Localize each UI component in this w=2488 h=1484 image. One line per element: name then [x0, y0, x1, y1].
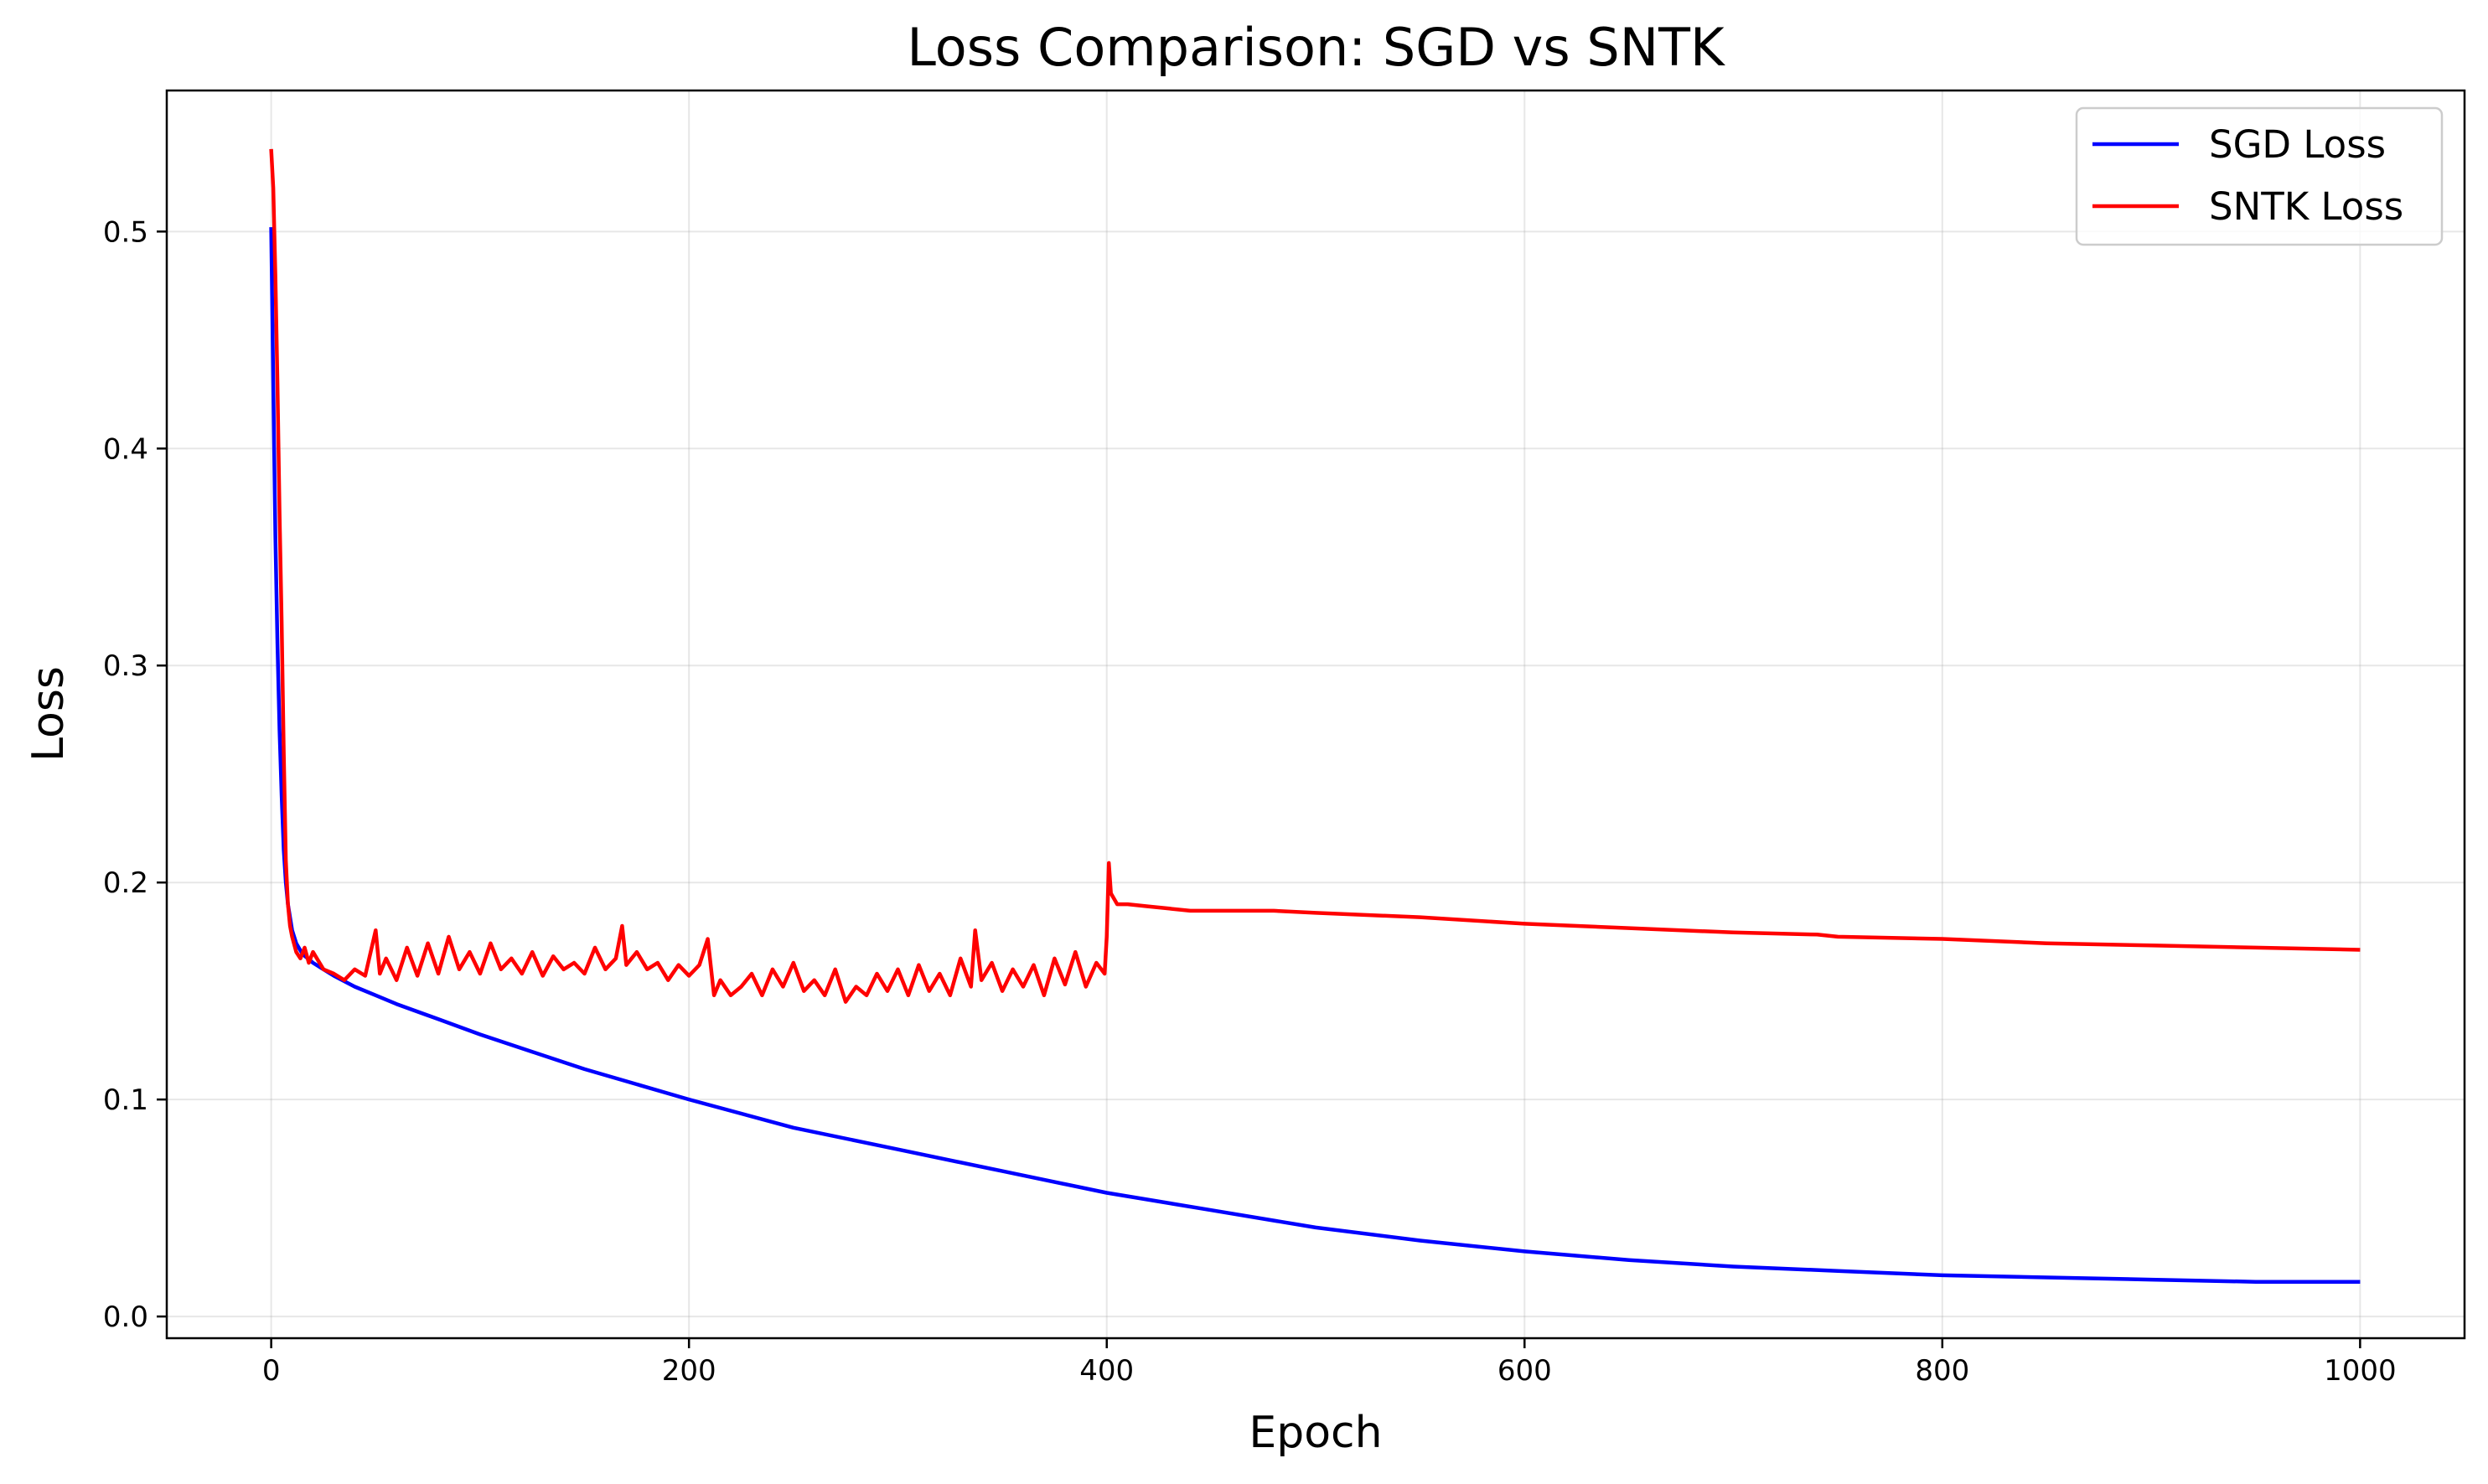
y-tick-label: 0.3 — [103, 649, 148, 683]
x-axis-label: Epoch — [1249, 1408, 1382, 1458]
y-tick-label: 0.1 — [103, 1083, 148, 1117]
x-tick-label: 200 — [662, 1354, 716, 1388]
y-axis: 0.0 0.1 0.2 0.3 0.4 0.5 — [103, 215, 167, 1334]
plot-frame — [165, 89, 2466, 1340]
legend: SGD Loss SNTK Loss — [2075, 106, 2444, 246]
legend-sgd-label: SGD Loss — [2209, 122, 2386, 167]
chart-title: Loss Comparison: SGD vs SNTK — [907, 17, 1725, 78]
sntk-loss-line — [269, 148, 2361, 1004]
x-tick-label: 800 — [1915, 1354, 1969, 1388]
y-tick-label: 0.2 — [103, 866, 148, 900]
y-tick-label: 0.4 — [103, 432, 148, 466]
x-axis: 0 200 400 600 800 1000 — [262, 1338, 2397, 1388]
x-tick-label: 1000 — [2324, 1354, 2397, 1388]
legend-sntk-label: SNTK Loss — [2209, 184, 2403, 229]
y-tick-label: 0.5 — [103, 215, 148, 249]
x-tick-label: 400 — [1079, 1354, 1134, 1388]
x-tick-label: 0 — [262, 1354, 281, 1388]
y-tick-label: 0.0 — [103, 1300, 148, 1334]
y-axis-label: Loss — [23, 666, 74, 762]
x-tick-label: 600 — [1497, 1354, 1552, 1388]
series-lines — [269, 148, 2361, 1284]
grid — [167, 90, 2465, 1338]
